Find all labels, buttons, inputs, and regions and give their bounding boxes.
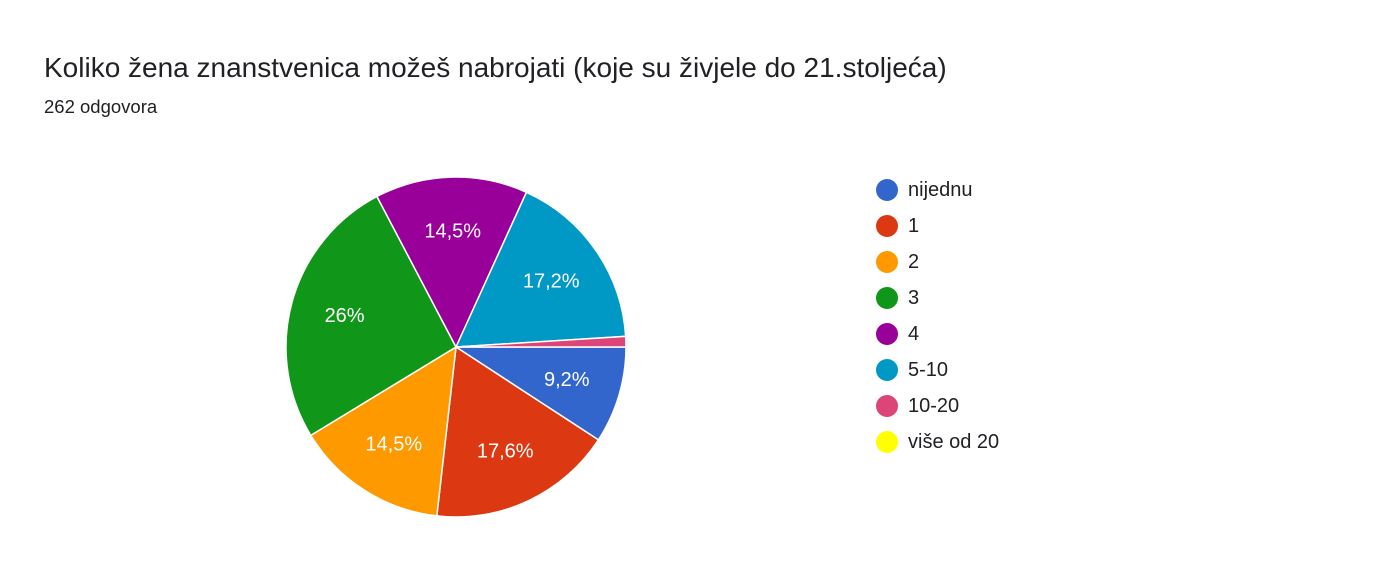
legend-label: 5-10 bbox=[908, 358, 949, 381]
legend-swatch-icon bbox=[876, 215, 898, 237]
legend-label: 3 bbox=[908, 286, 920, 309]
chart-title: Koliko žena znanstvenica možeš nabrojati… bbox=[44, 52, 947, 83]
legend-label: nijednu bbox=[908, 178, 973, 201]
legend-label: 10-20 bbox=[908, 394, 960, 417]
legend-label: više od 20 bbox=[908, 430, 1000, 453]
slice-value-label: 14,5% bbox=[365, 433, 422, 455]
legend-item[interactable]: 5-10 bbox=[876, 352, 999, 388]
legend-label: 2 bbox=[908, 250, 920, 273]
response-count: 262 odgovora bbox=[44, 96, 158, 117]
chart-legend: nijednu 1 2 3 4 5-10 10-20 više od 20 bbox=[876, 172, 999, 460]
legend-swatch-icon bbox=[876, 395, 898, 417]
legend-swatch-icon bbox=[876, 431, 898, 453]
pie-slice-nijednu[interactable] bbox=[453, 346, 627, 441]
pie-slice-2[interactable] bbox=[309, 345, 457, 517]
pie-slice-10-20[interactable] bbox=[455, 335, 627, 348]
slice-value-label: 26% bbox=[325, 305, 365, 327]
legend-swatch-icon bbox=[876, 323, 898, 345]
pie-slice-5-10[interactable] bbox=[454, 191, 627, 348]
pie-chart: 9,2% 17,6% 14,5% 26% 14,5% 17,2% bbox=[285, 176, 627, 518]
legend-item[interactable]: 10-20 bbox=[876, 388, 999, 424]
slice-value-label: 9,2% bbox=[544, 369, 590, 391]
pie-slice-1[interactable] bbox=[435, 345, 600, 518]
pie-slice-4[interactable] bbox=[375, 176, 528, 349]
legend-swatch-icon bbox=[876, 359, 898, 381]
legend-swatch-icon bbox=[876, 287, 898, 309]
legend-swatch-icon bbox=[876, 179, 898, 201]
slice-value-label: 14,5% bbox=[424, 220, 481, 242]
slice-value-label: 17,6% bbox=[477, 441, 534, 463]
legend-item[interactable]: 4 bbox=[876, 316, 999, 352]
legend-item[interactable]: 3 bbox=[876, 280, 999, 316]
legend-label: 1 bbox=[908, 214, 920, 237]
legend-label: 4 bbox=[908, 322, 920, 345]
legend-swatch-icon bbox=[876, 251, 898, 273]
legend-item[interactable]: više od 20 bbox=[876, 424, 999, 460]
slice-value-label: 17,2% bbox=[523, 270, 580, 292]
legend-item[interactable]: 1 bbox=[876, 208, 999, 244]
legend-item[interactable]: nijednu bbox=[876, 172, 999, 208]
pie-slice-3[interactable] bbox=[285, 195, 457, 437]
legend-item[interactable]: 2 bbox=[876, 244, 999, 280]
